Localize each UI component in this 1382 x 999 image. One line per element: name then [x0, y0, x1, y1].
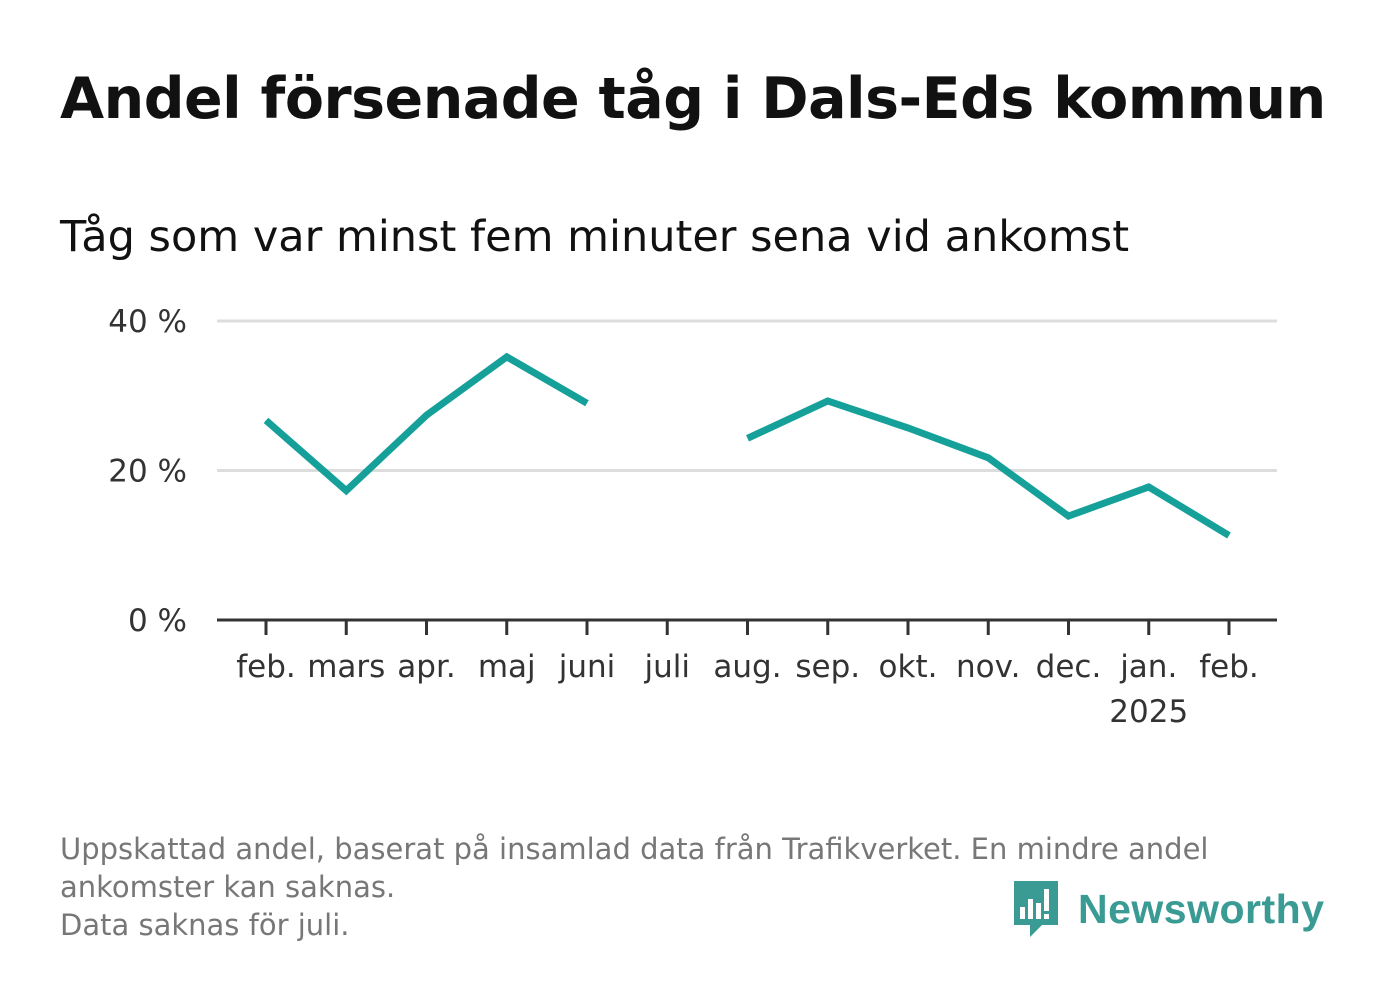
x-tick-label: maj — [478, 649, 536, 685]
footer-note: Uppskattad andel, baserat på insamlad da… — [60, 830, 1310, 944]
brand-name: Newsworthy — [1078, 885, 1325, 932]
x-tick-label: juli — [644, 649, 691, 685]
x-tick-label: feb. — [236, 649, 296, 685]
x-tick-label: sep. — [795, 649, 860, 685]
y-tick-label: 20 % — [108, 454, 187, 490]
x-tick-label: nov. — [956, 649, 1020, 685]
x-tick-label: okt. — [879, 649, 938, 685]
y-axis-ticks: 0 % 20 % 40 % — [108, 304, 187, 639]
footer-note-line: Uppskattad andel, baserat på insamlad da… — [60, 832, 1209, 866]
series-line — [746, 397, 1231, 539]
y-tick-label: 40 % — [108, 304, 187, 340]
footer-note-line: ankomster kan saknas. — [60, 870, 396, 904]
newsworthy-logo-icon — [1014, 881, 1058, 937]
x-tick-label: jan. — [1119, 649, 1177, 685]
chart-title: Andel försenade tåg i Dals-Eds kommun — [60, 66, 1326, 132]
y-tick-label: 0 % — [128, 603, 187, 639]
newsworthy-logo[interactable]: Newsworthy — [1010, 877, 1325, 941]
x-tick-label: mars — [307, 649, 385, 685]
x-tick-sublabel: 2025 — [1109, 694, 1188, 730]
x-tick-label: feb. — [1199, 649, 1259, 685]
series-line — [263, 352, 589, 496]
x-axis-ticks: feb. mars apr. maj juni juli aug. sep. okt. nov. d… — [236, 620, 1259, 730]
x-tick-label: aug. — [713, 649, 781, 685]
chart-subtitle: Tåg som var minst fem minuter sena vid a… — [60, 212, 1130, 262]
x-tick-label: juni — [558, 649, 616, 685]
x-tick-label: apr. — [397, 649, 455, 685]
data-series — [263, 352, 1231, 539]
footer-note-line: Data saknas för juli. — [60, 908, 350, 942]
grid-lines — [217, 319, 1277, 472]
x-tick-label: dec. — [1036, 649, 1102, 685]
